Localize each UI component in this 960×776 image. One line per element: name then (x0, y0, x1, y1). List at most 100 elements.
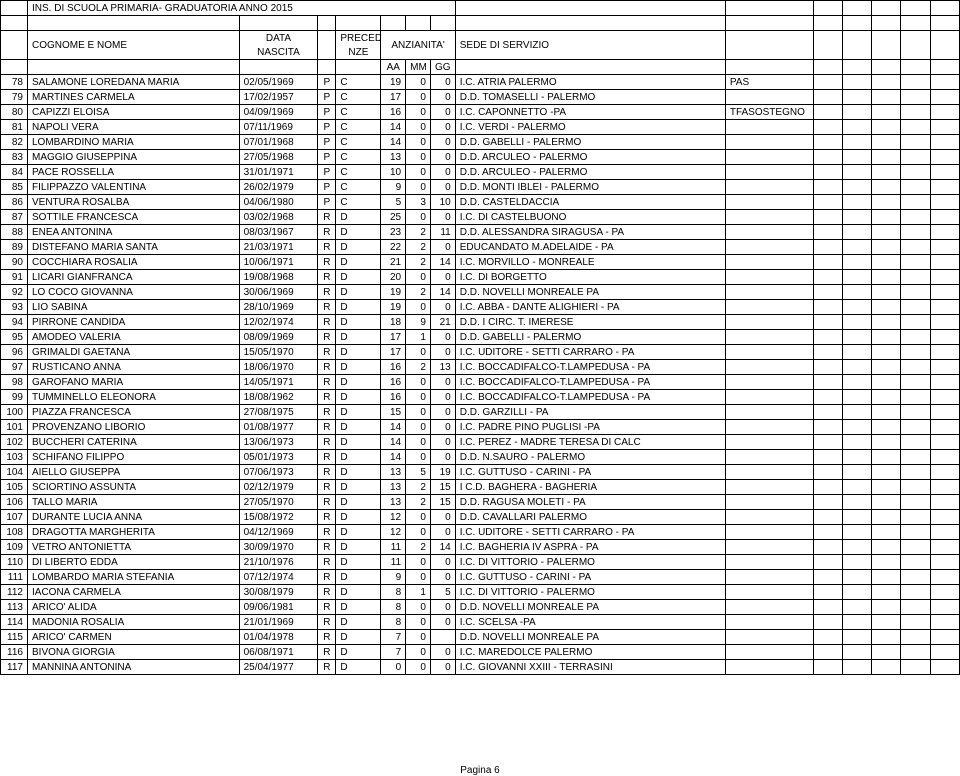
cell-aa: 21 (381, 255, 406, 270)
cell-mm: 0 (406, 435, 431, 450)
cell-p: R (318, 330, 336, 345)
cell-ext (725, 135, 813, 150)
table-row: 117MANNINA ANTONINA25/04/1977RD000I.C. G… (1, 660, 960, 675)
cell-gg: 0 (430, 135, 455, 150)
cell-prec: D (336, 300, 381, 315)
cell-aa: 17 (381, 330, 406, 345)
cell-x5 (930, 150, 959, 165)
cell-mm: 2 (406, 540, 431, 555)
cell-sede: D.D. N.SAURO - PALERMO (455, 450, 725, 465)
cell-mm: 2 (406, 240, 431, 255)
cell-num: 104 (1, 465, 28, 480)
cell-prec: D (336, 315, 381, 330)
cell-date: 12/02/1974 (239, 315, 318, 330)
cell-name: GAROFANO MARIA (28, 375, 240, 390)
cell-date: 04/09/1969 (239, 105, 318, 120)
cell-prec: C (336, 120, 381, 135)
cell-x3 (872, 105, 901, 120)
spreadsheet-page: INS. DI SCUOLA PRIMARIA- GRADUATORIA ANN… (0, 0, 960, 776)
cell-x5 (930, 300, 959, 315)
cell-sede: I.C. PADRE PINO PUGLISI -PA (455, 420, 725, 435)
table-row: 84PACE ROSSELLA31/01/1971PC1000D.D. ARCU… (1, 165, 960, 180)
cell-p: P (318, 150, 336, 165)
cell-sede: D.D. NOVELLI MONREALE PA (455, 630, 725, 645)
cell-ext (725, 525, 813, 540)
header-row-3: AA MM GG (1, 60, 960, 75)
cell-sede: D.D. CAVALLARI PALERMO (455, 510, 725, 525)
cell-x4 (901, 480, 930, 495)
cell-gg: 11 (430, 225, 455, 240)
cell-aa: 19 (381, 300, 406, 315)
cell-x4 (901, 255, 930, 270)
cell-name: DI LIBERTO EDDA (28, 555, 240, 570)
cell-prec: D (336, 390, 381, 405)
cell-x3 (872, 360, 901, 375)
table-row: 90COCCHIARA ROSALIA10/06/1971RD21214I.C.… (1, 255, 960, 270)
cell-x1 (813, 180, 842, 195)
cell-x3 (872, 450, 901, 465)
cell-ext (725, 465, 813, 480)
cell-p: P (318, 75, 336, 90)
cell-x1 (813, 270, 842, 285)
cell-ext (725, 240, 813, 255)
cell-p: R (318, 615, 336, 630)
cell-x2 (842, 270, 871, 285)
cell-num: 94 (1, 315, 28, 330)
cell-p: R (318, 345, 336, 360)
cell-x5 (930, 615, 959, 630)
cell-aa: 25 (381, 210, 406, 225)
table-row: 112IACONA CARMELA30/08/1979RD815I.C. DI … (1, 585, 960, 600)
cell-x1 (813, 150, 842, 165)
cell-x5 (930, 165, 959, 180)
cell-ext (725, 195, 813, 210)
cell-x1 (813, 615, 842, 630)
cell-num: 99 (1, 390, 28, 405)
cell-x2 (842, 165, 871, 180)
cell-x3 (872, 405, 901, 420)
cell-sede: D.D. MONTI IBLEI - PALERMO (455, 180, 725, 195)
cell-mm: 0 (406, 120, 431, 135)
cell-name: MARTINES CARMELA (28, 90, 240, 105)
cell-gg: 0 (430, 165, 455, 180)
cell-sede: D.D. NOVELLI MONREALE PA (455, 285, 725, 300)
cell-sede: I.C. VERDI - PALERMO (455, 120, 725, 135)
cell-name: SALAMONE LOREDANA MARIA (28, 75, 240, 90)
cell-x4 (901, 240, 930, 255)
cell-mm: 0 (406, 660, 431, 675)
cell-x1 (813, 210, 842, 225)
cell-prec: D (336, 285, 381, 300)
table-row: 104AIELLO GIUSEPPA07/06/1973RD13519I.C. … (1, 465, 960, 480)
cell-prec: D (336, 210, 381, 225)
cell-prec: D (336, 495, 381, 510)
cell-x4 (901, 300, 930, 315)
cell-aa: 11 (381, 540, 406, 555)
cell-x4 (901, 435, 930, 450)
cell-x1 (813, 195, 842, 210)
cell-x2 (842, 585, 871, 600)
cell-date: 30/06/1969 (239, 285, 318, 300)
cell-sede: I.C. UDITORE - SETTI CARRARO - PA (455, 525, 725, 540)
cell-x5 (930, 285, 959, 300)
cell-num: 87 (1, 210, 28, 225)
cell-name: BIVONA GIORGIA (28, 645, 240, 660)
cell-mm: 0 (406, 405, 431, 420)
table-row: 86VENTURA ROSALBA04/06/1980PC5310D.D. CA… (1, 195, 960, 210)
cell-aa: 16 (381, 375, 406, 390)
cell-x2 (842, 300, 871, 315)
cell-x5 (930, 360, 959, 375)
cell-date: 27/08/1975 (239, 405, 318, 420)
cell-ext (725, 120, 813, 135)
cell-x4 (901, 510, 930, 525)
cell-x5 (930, 375, 959, 390)
table-row: 89DISTEFANO MARIA SANTA21/03/1971RD2220E… (1, 240, 960, 255)
cell-x1 (813, 585, 842, 600)
cell-date: 01/04/1978 (239, 630, 318, 645)
cell-x5 (930, 390, 959, 405)
cell-prec: D (336, 630, 381, 645)
cell-x1 (813, 600, 842, 615)
cell-date: 02/05/1969 (239, 75, 318, 90)
table-row: 100PIAZZA FRANCESCA27/08/1975RD1500D.D. … (1, 405, 960, 420)
cell-x3 (872, 600, 901, 615)
cell-x5 (930, 480, 959, 495)
cell-x5 (930, 570, 959, 585)
